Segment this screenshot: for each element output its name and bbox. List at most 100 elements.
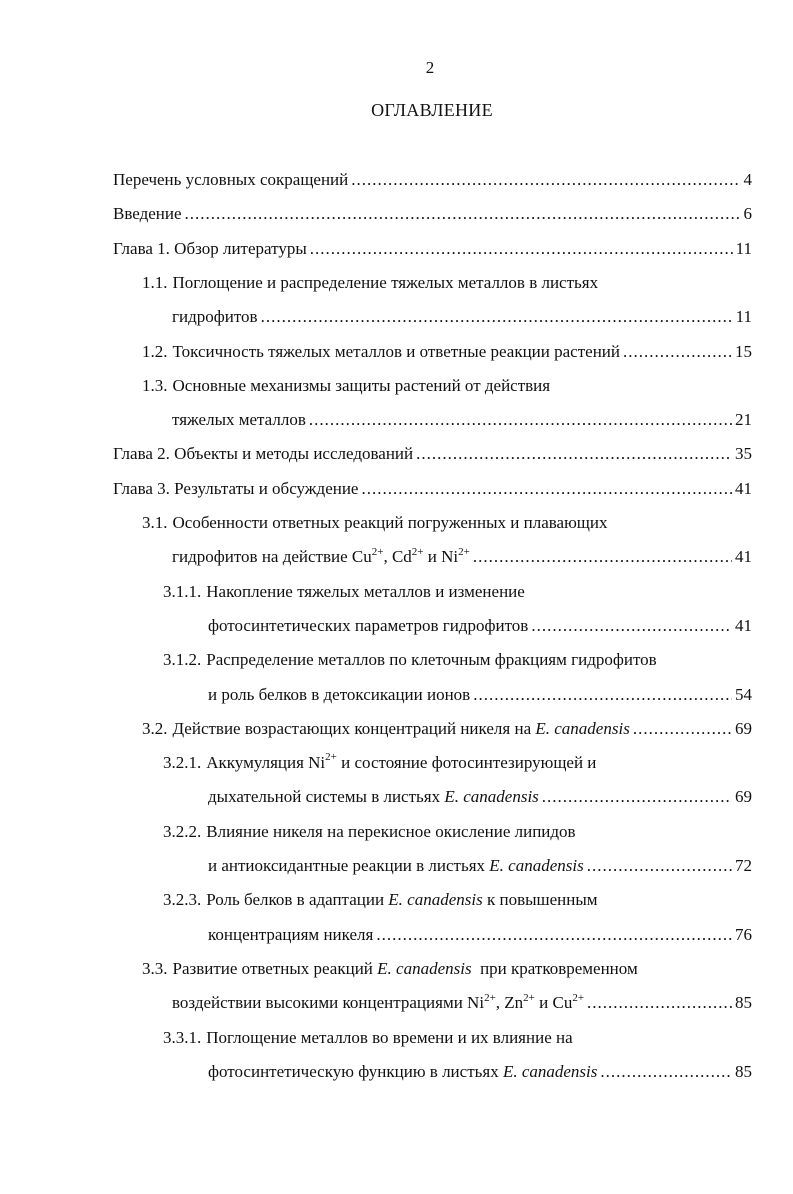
dot-leader <box>261 306 733 328</box>
superscript: 2+ <box>572 991 585 1004</box>
toc-line: концентрациям никеля 76 <box>208 924 752 946</box>
title-text: Особенности ответных реакций погруженных… <box>172 513 608 532</box>
section-number: 3.2. <box>142 718 168 738</box>
title-text: и Cu <box>534 993 573 1013</box>
species-name: E. canadensis <box>377 958 472 978</box>
title-text: фотосинтетическую функцию в листьях <box>208 1061 503 1081</box>
dot-leader <box>310 238 733 260</box>
title-text: Поглощение металлов во времени и их влия… <box>206 1027 573 1047</box>
dot-leader <box>623 341 732 363</box>
species-name: E. canadensis <box>444 787 539 807</box>
toc-line: дыхательной системы в листьях E. canaden… <box>208 786 752 808</box>
page-ref: 69 <box>735 718 752 738</box>
toc-line: Глава 1. Обзор литературы 11 <box>113 238 752 260</box>
section-number: 3.2.2. <box>163 821 202 841</box>
toc-line: 3.2.2. Влияние никеля на перекисное окисл… <box>163 821 576 843</box>
entry-title: Распределение металлов по клеточным фрак… <box>206 649 656 671</box>
toc-line: 3.1. Особенности ответных реакций погруже… <box>142 512 607 534</box>
superscript: 2+ <box>411 545 424 558</box>
page-number: 2 <box>425 58 435 77</box>
toc-line: 1.3. Основные механизмы защиты растений о… <box>142 375 550 397</box>
entry-title: Введение <box>113 203 182 225</box>
entry-title: фотосинтетических параметров гидрофитов <box>208 615 528 637</box>
page-ref: 85 <box>735 993 752 1013</box>
section-number: 3.3. <box>142 958 168 978</box>
title-text: Распределение металлов по клеточным фрак… <box>206 650 657 670</box>
entry-title: гидрофитов <box>172 306 258 328</box>
section-number: 1.1. <box>142 272 168 292</box>
toc-line: и антиоксидантные реакции в листьях E. c… <box>208 855 752 877</box>
dot-leader <box>587 992 732 1014</box>
title-text: дыхательной системы в листьях <box>208 787 445 807</box>
entry-title: Токсичность тяжелых металлов и ответные … <box>173 341 621 363</box>
page-ref: 11 <box>735 307 752 327</box>
title-text: концентрациям никеля <box>208 924 374 944</box>
page-ref: 76 <box>735 924 752 944</box>
title-text: , Zn <box>495 993 524 1013</box>
title-text: Основные механизмы защиты растений от де… <box>172 375 551 395</box>
title-text: и антиоксидантные реакции в листьях <box>208 856 490 875</box>
toc-line: 3.2.1. Аккумуляция Ni2+ и состояние фотос… <box>163 752 596 774</box>
section-number: 1.2. <box>142 341 168 361</box>
title-text: Введение <box>113 204 182 224</box>
dot-leader <box>473 684 732 706</box>
toc-line: 3.1.2. Распределение металлов по клеточны… <box>163 649 657 671</box>
entry-title: и роль белков в детоксикации ионов <box>208 684 470 706</box>
toc-line: Глава 3. Результаты и обсуждение 41 <box>113 478 752 500</box>
entry-title: Влияние никеля на перекисное окисление л… <box>206 821 575 843</box>
toc-line: 3.3.1. Поглощение металлов во времени и и… <box>163 1027 573 1049</box>
toc-line: воздействии высокими концентрациями Ni2+… <box>172 992 752 1014</box>
dot-leader <box>633 718 732 740</box>
section-number: 3.1.2. <box>163 650 202 670</box>
species-name: E. canadensis <box>489 856 584 875</box>
title-text: Аккумуляция Ni <box>206 753 326 773</box>
dot-leader <box>531 615 732 637</box>
entry-title: Аккумуляция Ni2+ и состояние фотосинтези… <box>206 752 596 774</box>
title-text: Глава 3. Результаты и обсуждение <box>113 478 359 498</box>
entry-title: воздействии высокими концентрациями Ni2+… <box>172 992 584 1014</box>
entry-title: Поглощение и распределение тяжелых метал… <box>173 272 599 294</box>
entry-title: гидрофитов на действие Cu2+, Cd2+ и Ni2+ <box>172 546 470 568</box>
entry-title: концентрациям никеля <box>208 924 373 946</box>
page-ref: 54 <box>735 684 752 704</box>
toc-line: и роль белков в детоксикации ионов 54 <box>208 684 752 706</box>
species-name: E. canadensis <box>535 718 630 738</box>
title-text: Накопление тяжелых металлов и изменение <box>206 581 525 601</box>
entry-title: Перечень условных сокращений <box>113 169 348 191</box>
toc-line: 1.1. Поглощение и распределение тяжелых м… <box>142 272 598 294</box>
page-ref: 41 <box>735 615 752 635</box>
title-text: Роль белков в адаптации <box>206 890 389 910</box>
page-ref: 72 <box>735 856 752 875</box>
entry-title: тяжелых металлов <box>172 409 306 431</box>
title-text: Поглощение и распределение тяжелых метал… <box>172 272 599 292</box>
superscript: 2+ <box>484 991 496 1004</box>
title-text: тяжелых металлов <box>172 410 306 430</box>
superscript: 2+ <box>325 751 337 764</box>
entry-title: Роль белков в адаптации E. canadensis к … <box>206 889 597 911</box>
species-name: E. canadensis <box>502 1061 598 1081</box>
dot-leader <box>600 1061 732 1083</box>
dot-leader <box>416 443 732 465</box>
page-ref: 41 <box>735 547 752 567</box>
dot-leader <box>376 924 732 946</box>
dot-leader <box>351 169 740 191</box>
title-text: и роль белков в детоксикации ионов <box>208 684 471 704</box>
toc-line: Введение 6 <box>113 203 752 225</box>
entry-title: и антиоксидантные реакции в листьях E. c… <box>208 855 584 877</box>
toc-line: фотосинтетическую функцию в листьях E. c… <box>208 1061 752 1083</box>
entry-title: Развитие ответных реакций E. canadensis … <box>173 958 638 980</box>
title-text: фотосинтетических параметров гидрофитов <box>208 615 529 635</box>
section-number: 3.2.3. <box>163 890 202 910</box>
toc-line: 3.1.1. Накопление тяжелых металлов и изме… <box>163 581 525 603</box>
title-text: Перечень условных сокращений <box>113 170 349 189</box>
entry-title: Поглощение металлов во времени и их влия… <box>206 1027 572 1049</box>
title-text: гидрофитов <box>172 307 258 327</box>
toc-line: 3.3. Развитие ответных реакций E. canaden… <box>142 958 638 980</box>
page-ref: 41 <box>735 478 752 498</box>
toc-line: Глава 2. Объекты и методы исследований 35 <box>113 443 752 465</box>
superscript: 2+ <box>371 545 384 558</box>
dot-leader <box>361 478 732 500</box>
species-name: E. canadensis <box>388 890 483 910</box>
entry-title: Глава 1. Обзор литературы <box>113 238 307 260</box>
title-text: к повышенным <box>482 890 598 910</box>
